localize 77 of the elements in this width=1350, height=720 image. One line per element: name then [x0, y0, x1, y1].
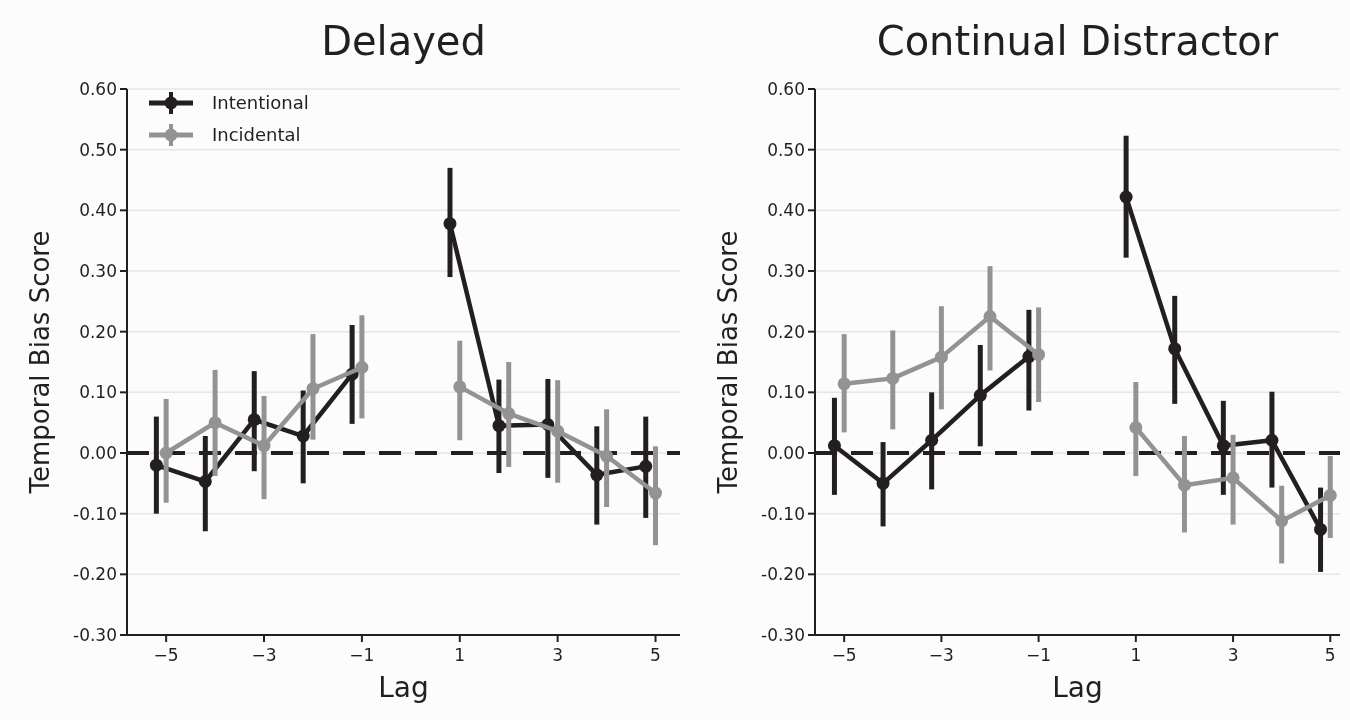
point	[837, 377, 851, 391]
x-axis-title: Lag	[378, 671, 429, 704]
x-tick-label: −1	[349, 645, 375, 665]
legend-label: Intentional	[212, 92, 309, 114]
point	[1216, 439, 1230, 453]
x-tick-label: −1	[1026, 645, 1052, 665]
point	[600, 449, 614, 463]
chart-title: Continual Distractor	[876, 18, 1279, 64]
point	[983, 310, 997, 323]
point	[973, 388, 987, 402]
point	[306, 382, 320, 396]
y-tick-label: 0.40	[79, 200, 117, 221]
x-tick-label: 1	[1130, 645, 1142, 665]
x-axis-title: Lag	[1052, 671, 1103, 704]
point	[1129, 421, 1143, 435]
point	[443, 217, 457, 231]
y-tick-label: 0.00	[767, 442, 805, 463]
y-tick-label: 0.30	[767, 260, 805, 281]
point	[639, 459, 653, 473]
point	[296, 429, 310, 443]
point	[1275, 514, 1289, 528]
point	[925, 433, 939, 447]
y-tick-label: -0.30	[761, 624, 805, 645]
y-axis-title: Temporal Bias Score	[713, 230, 743, 495]
point	[876, 476, 890, 490]
point	[1119, 190, 1133, 204]
point	[1168, 342, 1182, 356]
y-tick-label: 0.60	[767, 78, 805, 99]
y-axis-title: Temporal Bias Score	[25, 230, 55, 495]
chart-title: Delayed	[321, 18, 486, 64]
point	[492, 419, 506, 433]
y-tick-label: -0.20	[761, 564, 805, 585]
point	[257, 439, 271, 453]
point	[355, 360, 369, 374]
point	[827, 439, 841, 453]
point	[1032, 348, 1046, 362]
point	[551, 424, 565, 438]
point	[247, 413, 261, 427]
y-tick-label: 0.50	[79, 139, 117, 160]
x-tick-label: 3	[552, 645, 564, 665]
x-tick-label: 3	[1227, 645, 1239, 665]
y-tick-label: 0.10	[79, 382, 117, 403]
x-tick-label: −3	[251, 645, 277, 665]
x-tick-label: 5	[650, 645, 661, 665]
y-tick-label: 0.60	[79, 78, 117, 99]
x-tick-label: −3	[928, 645, 954, 665]
y-tick-label: 0.00	[79, 442, 117, 463]
y-tick-label: 0.50	[767, 139, 805, 160]
y-tick-label: 0.40	[767, 200, 805, 221]
y-tick-label: 0.20	[767, 321, 805, 342]
y-tick-label: 0.10	[767, 382, 805, 403]
point	[934, 350, 948, 364]
point	[1314, 522, 1328, 536]
x-tick-label: −5	[831, 645, 857, 665]
x-tick-label: 5	[1324, 645, 1336, 665]
point	[453, 380, 467, 394]
point	[886, 371, 900, 385]
point	[159, 446, 173, 460]
point	[149, 458, 163, 472]
point	[198, 475, 212, 489]
y-tick-label: -0.20	[73, 564, 117, 585]
point	[1323, 488, 1337, 502]
x-tick-label: 1	[454, 645, 466, 665]
point	[590, 468, 604, 482]
y-tick-label: -0.10	[73, 503, 117, 524]
point	[649, 486, 663, 500]
legend-label: Incidental	[212, 124, 301, 146]
y-tick-label: 0.30	[79, 260, 117, 281]
point	[208, 416, 222, 430]
point	[502, 407, 516, 421]
point	[1265, 433, 1279, 447]
point	[1177, 478, 1191, 492]
x-tick-label: −5	[153, 645, 179, 665]
y-tick-label: -0.30	[73, 624, 117, 645]
point	[1226, 471, 1240, 485]
y-tick-label: -0.10	[761, 503, 805, 524]
y-tick-label: 0.20	[79, 321, 117, 342]
